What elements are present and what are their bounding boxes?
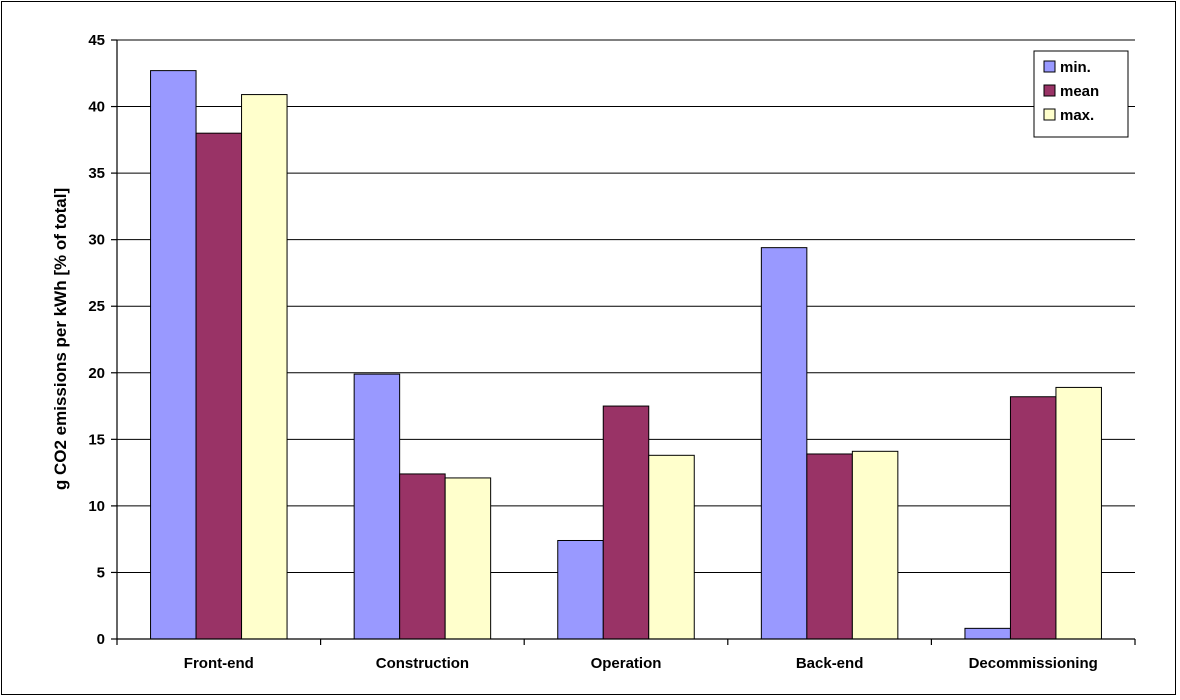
bar-min-decommissioning: [964, 627, 1011, 640]
bars: [150, 70, 1102, 640]
x-tick-label: Decommissioning: [969, 655, 1098, 672]
y-tick-label: 15: [88, 431, 105, 448]
legend-swatch: [1043, 108, 1056, 121]
x-tick-label: Front-end: [184, 655, 254, 672]
bar-mean-back-end: [806, 453, 853, 640]
bar-max-back-end: [851, 450, 899, 640]
axes: [116, 40, 1135, 640]
legend-label: max.: [1060, 107, 1094, 124]
legend-swatch: [1043, 60, 1056, 73]
bar-min-operation: [557, 539, 604, 640]
legend-label: min.: [1060, 59, 1091, 76]
legend: min. mean max.: [1033, 50, 1129, 138]
x-ticks: Front-end Construction Operation Back-end De…: [116, 639, 1136, 672]
y-tick-label: 25: [88, 298, 105, 315]
y-tick-label: 40: [88, 99, 105, 116]
y-tick-label: 20: [88, 365, 105, 382]
x-tick-label: Back-end: [796, 655, 864, 672]
bar-max-construction: [444, 477, 492, 640]
bar-min-front-end: [150, 70, 197, 640]
bar-mean-front-end: [195, 132, 243, 640]
bar-min-back-end: [760, 247, 808, 640]
x-tick-label: Construction: [376, 655, 469, 672]
y-tick-label: 45: [88, 32, 105, 49]
bar-max-front-end: [241, 94, 288, 640]
bar-max-operation: [648, 454, 695, 640]
bar-max-decommissioning: [1055, 386, 1102, 640]
bar-mean-operation: [602, 405, 650, 640]
y-tick-label: 10: [88, 498, 105, 515]
y-tick-label: 35: [88, 165, 105, 182]
y-tick-label: 0: [97, 631, 105, 648]
bar-mean-construction: [399, 473, 446, 640]
legend-swatch: [1043, 84, 1056, 97]
y-tick-label: 30: [88, 232, 105, 249]
bar-min-construction: [353, 373, 401, 640]
legend-label: mean: [1060, 83, 1099, 100]
y-tick-label: 5: [97, 564, 105, 581]
y-ticks: 0 5 10 15 20 25 30 35 40 45: [88, 32, 117, 648]
x-tick-label: Operation: [591, 655, 662, 672]
y-axis-label: g CO2 emissions per kWh [% of total]: [51, 188, 70, 490]
bar-mean-decommissioning: [1009, 396, 1057, 640]
